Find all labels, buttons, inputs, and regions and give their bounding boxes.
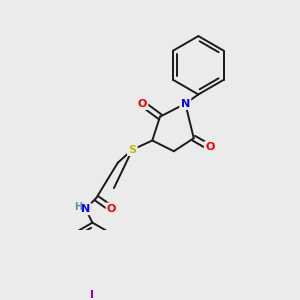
Text: O: O	[205, 142, 214, 152]
Text: S: S	[128, 145, 136, 155]
Text: N: N	[81, 204, 90, 214]
Text: O: O	[138, 99, 147, 109]
Text: N: N	[181, 99, 190, 109]
Text: O: O	[107, 204, 116, 214]
Text: H: H	[74, 202, 82, 212]
Text: I: I	[90, 290, 94, 300]
